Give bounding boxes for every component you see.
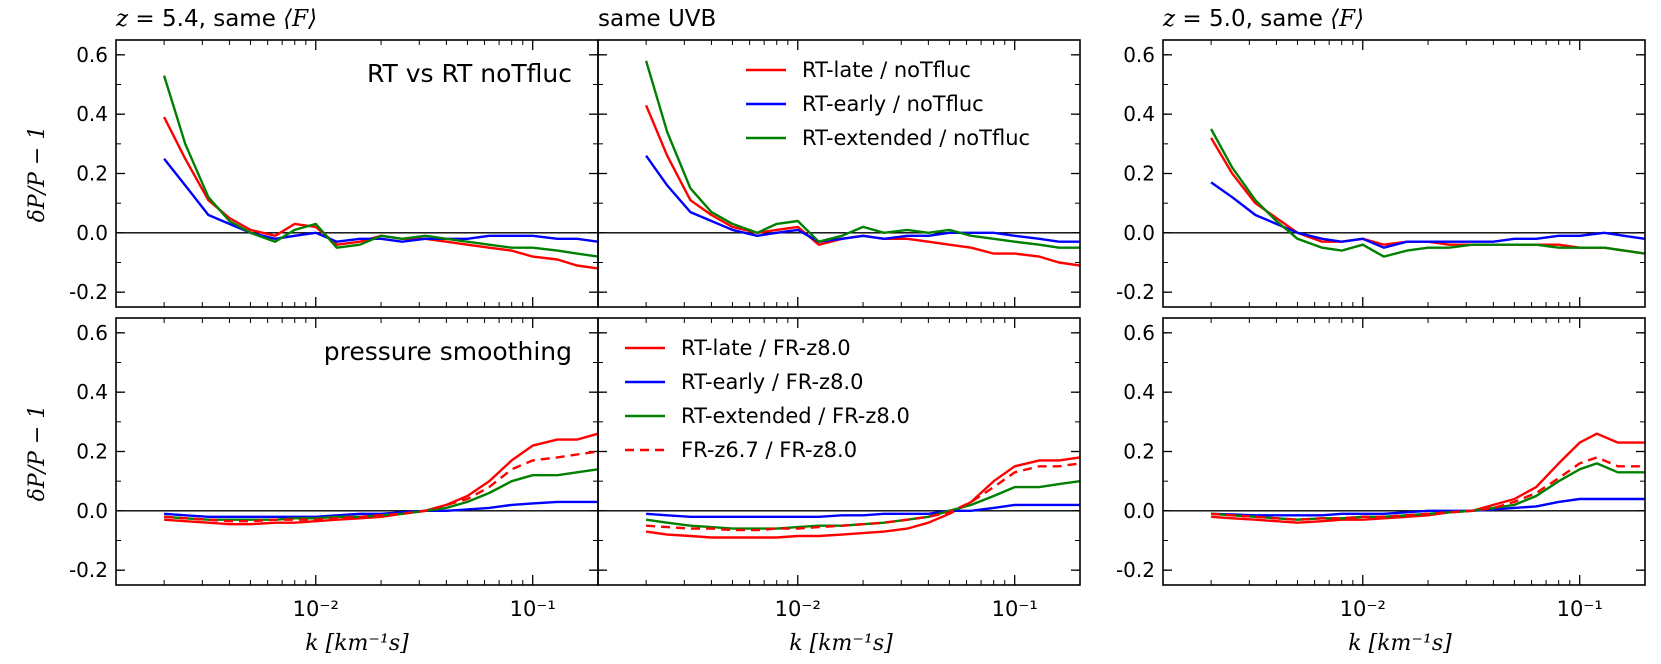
x-tick-label: 10⁻²	[1340, 597, 1386, 621]
y-tick-label: -0.2	[69, 558, 108, 582]
legend-top-middle: RT-late / noTfluc RT-early / noTfluc RT-ex…	[746, 58, 1030, 150]
xlabel-middle: k [km⁻¹s]	[789, 631, 893, 656]
legend-label: FR-z6.7 / FR-z8.0	[681, 438, 857, 462]
legend-label: RT-late / FR-z8.0	[681, 336, 851, 360]
y-tick-label: 0.0	[76, 499, 108, 523]
series-line-2	[644, 60, 1080, 249]
y-tick-label: 0.6	[1123, 43, 1155, 67]
xlabel-right: k [km⁻¹s]	[1348, 631, 1452, 656]
annotation-rt-vs-noTfluc: RT vs RT noTfluc	[367, 59, 572, 88]
x-tick-label: 10⁻²	[293, 597, 339, 621]
series-group	[644, 60, 1080, 267]
y-tick-label: 0.4	[1123, 380, 1155, 404]
y-tick-label: 0.2	[1123, 162, 1155, 186]
col-title-left: z = 5.4, same ⟨F⟩	[115, 6, 317, 32]
series-line-3	[1211, 456, 1645, 521]
series-line-3	[646, 462, 1080, 532]
series-line-1	[1210, 181, 1645, 249]
series-line-1	[1211, 497, 1645, 517]
y-tick-label: 0.2	[1123, 440, 1155, 464]
y-tick-label: 0.4	[76, 102, 108, 126]
panel-frame	[597, 317, 1081, 586]
series-group	[164, 432, 598, 526]
panel-frame	[1162, 39, 1646, 308]
series-line-3	[164, 450, 598, 523]
panel-frame	[597, 39, 1081, 308]
series-line-1	[646, 503, 1080, 518]
ylabel-bottom: δP/P − 1	[25, 405, 50, 502]
y-tick-label: 0.6	[76, 43, 108, 67]
series-line-2	[164, 468, 598, 521]
y-tick-label: 0.4	[76, 380, 108, 404]
y-tick-label: 0.0	[76, 221, 108, 245]
y-tick-label: 0.4	[1123, 102, 1155, 126]
xlabel-left: k [km⁻¹s]	[305, 631, 409, 656]
legends-group: RT-late / noTfluc RT-early / noTfluc RT-ex…	[625, 58, 1030, 462]
series-line-0	[1211, 432, 1645, 524]
panel-bottom-right: 0.6 0.4 0.2 0.0 -0.2 10⁻² 10⁻¹	[1116, 317, 1646, 621]
annotation-pressure-smoothing: pressure smoothing	[324, 337, 572, 366]
col-title-right: z = 5.0, same ⟨F⟩	[1162, 6, 1364, 32]
series-group	[1211, 432, 1645, 524]
x-tick-label: 10⁻²	[775, 597, 821, 621]
series-line-1	[163, 157, 598, 243]
legend-label: RT-late / noTfluc	[802, 58, 971, 82]
panel-bottom-left: 0.6 0.4 0.2 0.0 -0.2 10⁻² 10⁻¹	[69, 317, 599, 621]
x-tick-label: 10⁻¹	[992, 597, 1038, 621]
y-tick-label: 0.0	[1123, 499, 1155, 523]
series-group	[1210, 128, 1645, 258]
legend-label: RT-extended / noTfluc	[802, 126, 1030, 150]
legend-label: RT-early / noTfluc	[802, 92, 984, 116]
series-group	[645, 456, 1080, 539]
panel-top-middle	[597, 39, 1081, 308]
legend-label: RT-extended / FR-z8.0	[681, 404, 910, 428]
x-tick-label: 10⁻¹	[1557, 597, 1603, 621]
series-line-1	[164, 500, 598, 518]
series-line-2	[162, 75, 598, 258]
y-tick-label: 0.6	[76, 321, 108, 345]
series-line-2	[1210, 128, 1645, 258]
y-tick-label: 0.2	[76, 162, 108, 186]
y-tick-label: 0.2	[76, 440, 108, 464]
y-tick-label: -0.2	[1116, 558, 1155, 582]
series-line-0	[164, 432, 598, 526]
col-title-middle: same UVB	[598, 6, 716, 32]
series-line-1	[645, 155, 1080, 243]
panel-top-right: 0.6 0.4 0.2 0.0 -0.2	[1116, 39, 1646, 308]
x-tick-label: 10⁻¹	[510, 597, 556, 621]
legend-label: RT-early / FR-z8.0	[681, 370, 863, 394]
panels-group: 0.60.40.20.0-0.20.60.40.20.0-0.20.60.40.…	[69, 39, 1646, 621]
series-line-0	[645, 456, 1080, 539]
y-tick-label: 0.0	[1123, 221, 1155, 245]
y-tick-label: -0.2	[1116, 280, 1155, 304]
y-tick-label: -0.2	[69, 280, 108, 304]
legend-bottom-middle: RT-late / FR-z8.0 RT-early / FR-z8.0 RT-ex…	[625, 336, 910, 462]
series-group	[162, 75, 598, 270]
ylabel-top: δP/P − 1	[25, 126, 50, 223]
panel-bottom-middle: 10⁻² 10⁻¹	[597, 317, 1081, 621]
panel-frame	[1162, 317, 1646, 586]
series-line-0	[163, 116, 598, 270]
y-tick-label: 0.6	[1123, 321, 1155, 345]
